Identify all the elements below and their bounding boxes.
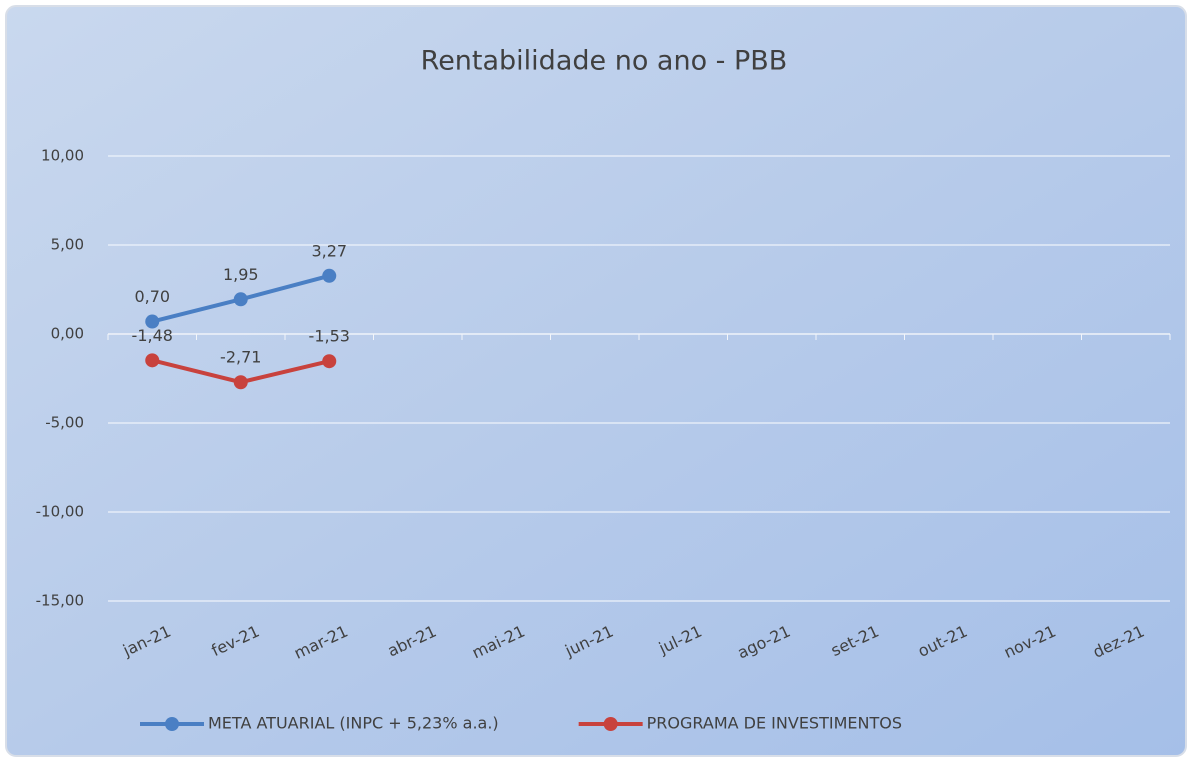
y-tick-label: -10,00 (36, 503, 84, 521)
y-tick-label: 5,00 (51, 236, 84, 254)
legend-marker (165, 717, 179, 731)
series-marker (145, 353, 160, 368)
chart-background (5, 5, 1187, 757)
series-marker (322, 268, 337, 283)
data-label: 0,70 (134, 287, 170, 306)
legend-label: PROGRAMA DE INVESTIMENTOS (647, 714, 902, 733)
data-label: -2,71 (220, 348, 261, 367)
series-marker (233, 292, 248, 307)
y-tick-label: -15,00 (36, 592, 84, 610)
chart-title: Rentabilidade no ano - PBB (421, 46, 788, 77)
data-label: -1,53 (309, 327, 350, 346)
legend-marker (603, 717, 618, 731)
data-label: -1,48 (132, 326, 173, 345)
y-tick-label: 0,00 (51, 325, 84, 343)
series-marker (145, 314, 160, 329)
y-tick-label: 10,00 (41, 147, 84, 165)
data-label: 3,27 (311, 241, 347, 260)
series-marker (322, 354, 337, 369)
y-tick-label: -5,00 (45, 414, 84, 432)
legend-label: META ATUARIAL (INPC + 5,23% a.a.) (208, 714, 499, 733)
data-label: 1,95 (223, 265, 259, 284)
series-marker (233, 375, 248, 390)
